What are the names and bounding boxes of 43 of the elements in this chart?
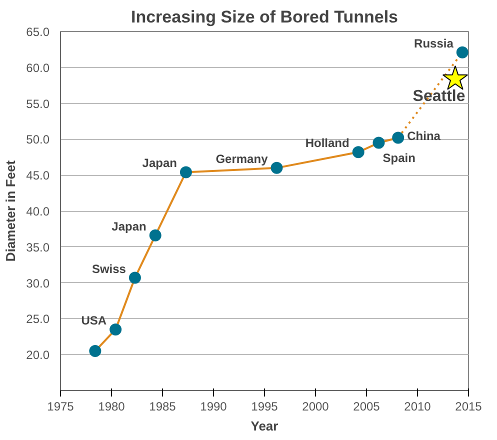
point xyxy=(442,65,468,90)
point xyxy=(180,166,192,178)
x-axis-title: Year xyxy=(250,418,278,434)
annotation: Holland xyxy=(305,136,350,150)
y-tick-label: 30.0 xyxy=(26,276,50,290)
annotation: Spain xyxy=(382,150,416,165)
point xyxy=(89,345,102,357)
point xyxy=(128,272,141,284)
y-axis-title: Diameter in Feet xyxy=(3,160,18,262)
x-tick-label: 1975 xyxy=(47,400,74,414)
x-tick-label: 2015 xyxy=(455,400,482,414)
annotation: Germany xyxy=(216,152,268,166)
x-tick-label: 1985 xyxy=(149,400,176,414)
y-tick-label: 35.0 xyxy=(26,240,50,254)
point xyxy=(149,229,162,242)
y-tick-label: 60.0 xyxy=(26,60,50,75)
point xyxy=(352,146,364,158)
annotation: Japan xyxy=(142,156,177,170)
x-tick-label: 1990 xyxy=(200,400,228,414)
annotation: USA xyxy=(81,313,107,328)
y-tick-label: 55.0 xyxy=(26,96,50,111)
annotation: Japan xyxy=(112,219,146,234)
chart-title: Increasing Size of Bored Tunnels xyxy=(130,8,398,26)
y-tick-label: 40.0 xyxy=(26,204,50,218)
point xyxy=(110,323,122,336)
point xyxy=(270,162,283,174)
x-tick-label: 2005 xyxy=(353,400,380,414)
y-tick-label: 20.0 xyxy=(26,348,50,362)
point xyxy=(456,46,468,58)
x-tick-label: 1980 xyxy=(98,400,126,414)
annotation: Russia xyxy=(414,36,454,50)
annotation: Swiss xyxy=(92,262,126,276)
y-tick-label: 50.0 xyxy=(26,132,50,147)
series-label: Seattle xyxy=(412,88,466,105)
y-tick-label: 25.0 xyxy=(26,312,50,326)
point xyxy=(392,132,404,144)
y-tick-label: 45.0 xyxy=(26,168,50,183)
annotation: China xyxy=(407,128,441,143)
x-tick-label: 2010 xyxy=(404,400,432,414)
x-tick-label: 2000 xyxy=(302,400,330,414)
point xyxy=(372,136,385,149)
y-tick-label: 65.0 xyxy=(26,25,50,39)
x-tick-label: 1995 xyxy=(251,400,278,414)
